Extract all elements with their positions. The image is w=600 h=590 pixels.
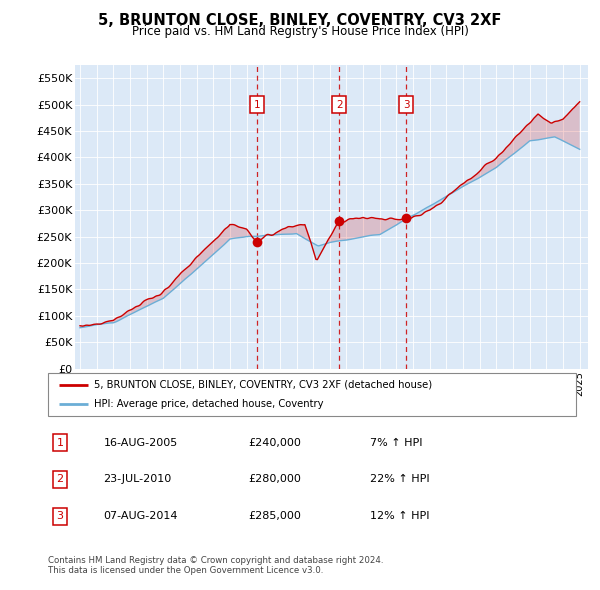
Text: 16-AUG-2005: 16-AUG-2005 (103, 438, 178, 448)
Text: 12% ↑ HPI: 12% ↑ HPI (370, 511, 430, 521)
Text: 2: 2 (56, 474, 64, 484)
Text: HPI: Average price, detached house, Coventry: HPI: Average price, detached house, Cove… (94, 399, 324, 409)
Text: Contains HM Land Registry data © Crown copyright and database right 2024.
This d: Contains HM Land Registry data © Crown c… (48, 556, 383, 575)
Text: £240,000: £240,000 (248, 438, 302, 448)
Text: 7% ↑ HPI: 7% ↑ HPI (370, 438, 422, 448)
Text: 23-JUL-2010: 23-JUL-2010 (103, 474, 172, 484)
Text: 2: 2 (336, 100, 343, 110)
Text: 3: 3 (403, 100, 410, 110)
Text: £285,000: £285,000 (248, 511, 302, 521)
Text: £280,000: £280,000 (248, 474, 302, 484)
FancyBboxPatch shape (48, 373, 576, 416)
Text: 3: 3 (56, 511, 64, 521)
Text: 5, BRUNTON CLOSE, BINLEY, COVENTRY, CV3 2XF (detached house): 5, BRUNTON CLOSE, BINLEY, COVENTRY, CV3 … (94, 380, 433, 390)
Text: Price paid vs. HM Land Registry's House Price Index (HPI): Price paid vs. HM Land Registry's House … (131, 25, 469, 38)
Text: 1: 1 (56, 438, 64, 448)
Text: 22% ↑ HPI: 22% ↑ HPI (370, 474, 430, 484)
Text: 1: 1 (254, 100, 260, 110)
Text: 5, BRUNTON CLOSE, BINLEY, COVENTRY, CV3 2XF: 5, BRUNTON CLOSE, BINLEY, COVENTRY, CV3 … (98, 13, 502, 28)
Text: 07-AUG-2014: 07-AUG-2014 (103, 511, 178, 521)
